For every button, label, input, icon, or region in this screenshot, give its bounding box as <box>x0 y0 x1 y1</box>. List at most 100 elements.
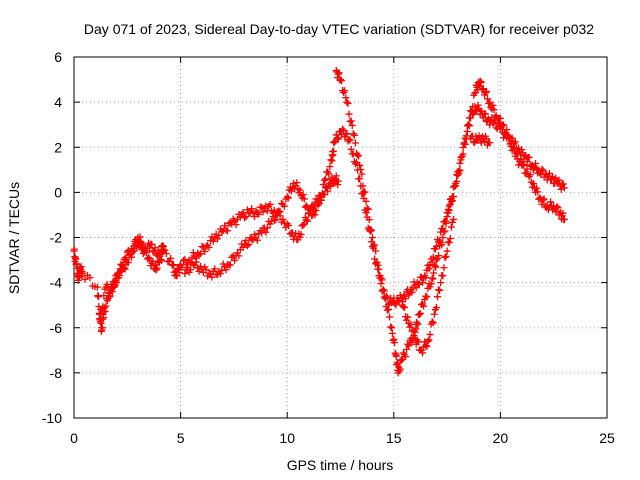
data-point-marker <box>352 159 360 167</box>
data-point-marker <box>436 237 444 245</box>
data-point-marker <box>330 139 338 147</box>
data-point-marker <box>167 254 175 262</box>
data-point-marker <box>474 101 482 109</box>
data-point-marker <box>158 242 166 250</box>
data-point-marker <box>451 182 459 190</box>
data-point-marker <box>360 194 368 202</box>
data-point-marker <box>189 249 197 257</box>
data-point-marker <box>387 323 395 331</box>
data-point-marker <box>175 268 183 276</box>
plot-frame <box>73 56 608 419</box>
data-point-marker <box>342 130 350 138</box>
data-point-marker <box>388 324 396 332</box>
data-point-marker <box>484 116 492 124</box>
data-point-marker <box>424 337 432 345</box>
data-point-marker <box>344 99 352 107</box>
data-point-marker <box>314 201 322 209</box>
data-point-marker <box>407 320 415 328</box>
data-point-marker <box>431 262 439 270</box>
data-point-marker <box>132 242 140 250</box>
data-point-marker <box>467 114 475 122</box>
data-point-marker <box>154 246 162 254</box>
data-point-marker <box>432 243 440 251</box>
data-point-marker <box>367 238 375 246</box>
data-point-marker <box>332 172 340 180</box>
data-point-marker <box>465 122 473 130</box>
data-point-marker <box>343 98 351 106</box>
data-point-marker <box>481 89 489 97</box>
data-point-marker <box>457 156 465 164</box>
data-point-marker <box>477 139 485 147</box>
data-point-marker <box>101 307 109 315</box>
data-point-marker <box>262 228 270 236</box>
data-point-marker <box>251 213 259 221</box>
data-point-marker <box>119 263 127 271</box>
data-point-marker <box>415 311 423 319</box>
data-point-marker <box>98 324 106 332</box>
data-point-marker <box>486 139 494 147</box>
data-point-marker <box>93 283 101 291</box>
data-point-marker <box>411 328 419 336</box>
data-point-marker <box>242 213 250 221</box>
data-point-marker <box>370 244 378 252</box>
data-point-marker <box>196 250 204 258</box>
data-point-marker <box>351 160 359 168</box>
data-point-marker <box>440 264 448 272</box>
data-point-marker <box>479 114 487 122</box>
data-point-marker <box>318 191 326 199</box>
x-tick-label: 15 <box>386 430 402 446</box>
data-point-marker <box>496 114 504 122</box>
data-point-marker <box>414 320 422 328</box>
data-point-marker <box>405 342 413 350</box>
data-point-marker <box>393 359 401 367</box>
series-2 <box>96 101 568 357</box>
data-point-marker <box>449 215 457 223</box>
data-point-marker <box>442 252 450 260</box>
y-tick-label: -2 <box>50 230 63 246</box>
data-point-marker <box>525 153 533 161</box>
data-point-marker <box>354 151 362 159</box>
data-point-marker <box>276 208 284 216</box>
data-point-marker <box>285 222 293 230</box>
data-point-marker <box>545 169 553 177</box>
data-point-marker <box>394 297 402 305</box>
data-point-marker <box>399 303 407 311</box>
data-point-marker <box>518 146 526 154</box>
data-point-marker <box>95 293 103 301</box>
data-point-marker <box>293 179 301 187</box>
data-point-marker <box>392 301 400 309</box>
data-point-marker <box>403 345 411 353</box>
data-point-marker <box>365 226 373 234</box>
data-point-marker <box>427 280 435 288</box>
data-point-marker <box>526 171 534 179</box>
data-point-marker <box>275 209 283 217</box>
data-point-marker <box>428 318 436 326</box>
y-tick-label: -10 <box>42 410 62 426</box>
data-point-marker <box>386 313 394 321</box>
data-point-marker <box>372 260 380 268</box>
data-point-marker <box>338 77 346 85</box>
data-point-marker <box>400 304 408 312</box>
data-point-marker <box>231 256 239 264</box>
data-point-marker <box>408 327 416 335</box>
data-point-marker <box>441 254 449 262</box>
data-point-marker <box>429 319 437 327</box>
data-point-marker <box>308 212 316 220</box>
data-point-marker <box>243 242 251 250</box>
data-point-marker <box>251 231 259 239</box>
axis-ticks <box>73 56 608 419</box>
x-tick-label: 5 <box>177 430 185 446</box>
data-point-marker <box>472 132 480 140</box>
data-point-marker <box>129 248 137 256</box>
data-point-marker <box>192 258 200 266</box>
data-point-marker <box>351 139 359 147</box>
data-point-marker <box>181 270 189 278</box>
data-point-marker <box>224 227 232 235</box>
data-point-marker <box>464 121 472 129</box>
data-point-marker <box>402 295 410 303</box>
data-point-marker <box>334 181 342 189</box>
data-point-marker <box>156 250 164 258</box>
data-point-marker <box>448 197 456 205</box>
data-point-marker <box>490 106 498 114</box>
data-point-marker <box>456 159 464 167</box>
